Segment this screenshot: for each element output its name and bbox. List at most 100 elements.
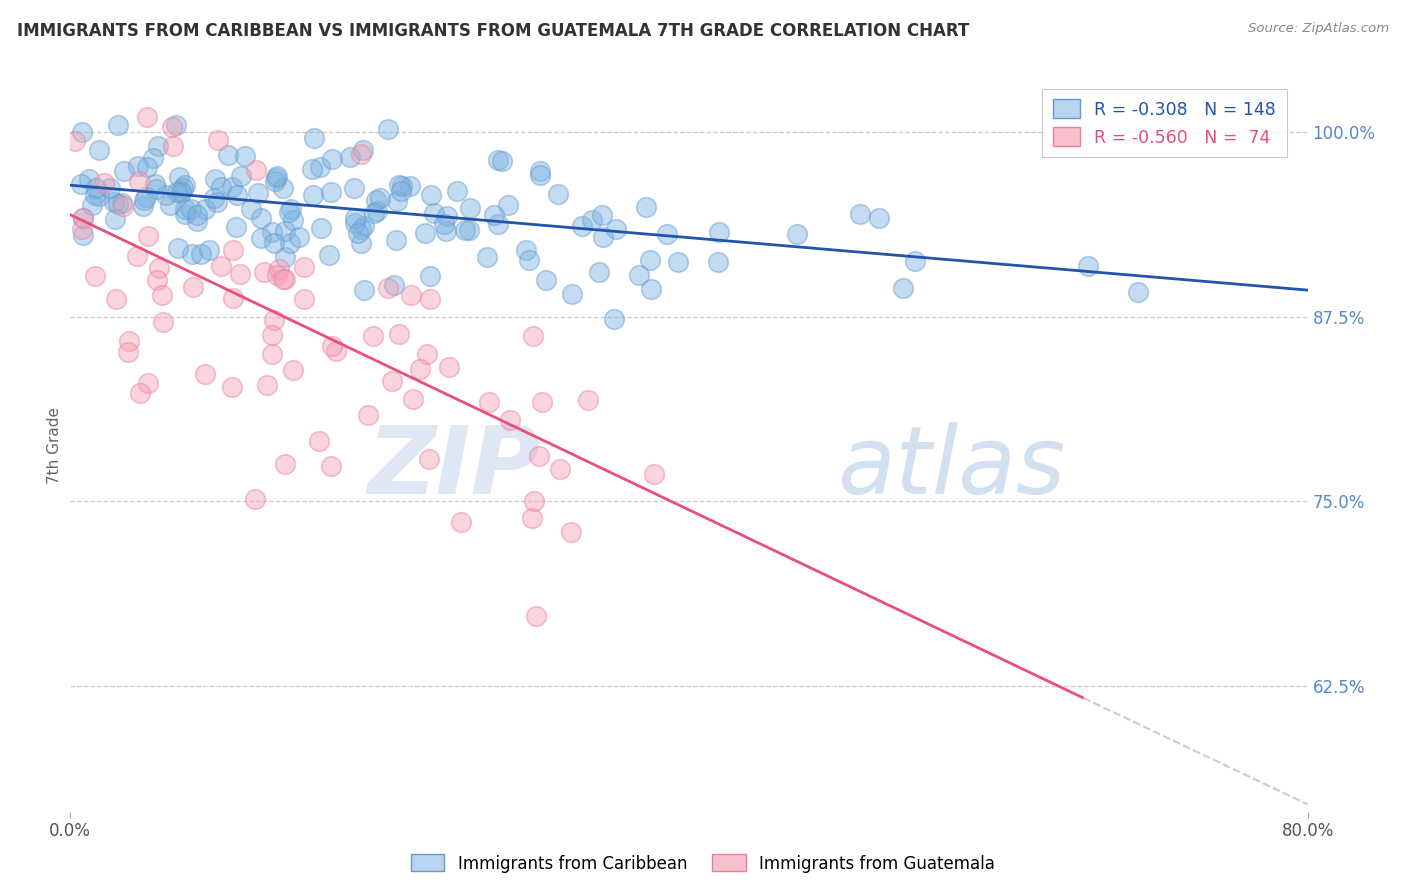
Point: [266, 169, 288, 183]
Point: [145, 182, 167, 196]
Point: [233, 149, 256, 163]
Point: [72, 125, 94, 139]
Point: [666, 254, 689, 268]
Point: [550, 462, 572, 476]
Point: [325, 344, 347, 359]
Point: [786, 227, 808, 241]
Point: [409, 362, 432, 376]
Point: [245, 162, 267, 177]
Point: [72, 211, 94, 225]
Point: [260, 225, 283, 239]
Point: [148, 138, 170, 153]
Point: [240, 202, 263, 216]
Point: [547, 186, 569, 201]
Point: [292, 292, 315, 306]
Point: [263, 312, 285, 326]
Text: ZIP: ZIP: [367, 422, 540, 514]
Point: [142, 152, 165, 166]
Point: [576, 392, 599, 407]
Point: [186, 214, 208, 228]
Point: [152, 315, 174, 329]
Point: [353, 284, 375, 298]
Point: [436, 209, 458, 223]
Point: [132, 199, 155, 213]
Point: [627, 268, 650, 283]
Point: [231, 169, 253, 183]
Point: [221, 179, 243, 194]
Point: [209, 259, 232, 273]
Point: [143, 178, 166, 192]
Point: [136, 110, 159, 124]
Point: [70, 177, 93, 191]
Point: [319, 185, 342, 199]
Point: [217, 147, 239, 161]
Point: [486, 153, 509, 168]
Point: [529, 163, 551, 178]
Point: [207, 133, 229, 147]
Point: [150, 288, 173, 302]
Point: [346, 226, 368, 240]
Point: [292, 260, 315, 275]
Point: [105, 293, 128, 307]
Point: [148, 261, 170, 276]
Point: [308, 434, 330, 448]
Point: [266, 268, 288, 283]
Point: [221, 291, 243, 305]
Point: [247, 186, 270, 200]
Point: [112, 198, 135, 212]
Point: [266, 171, 288, 186]
Point: [260, 347, 283, 361]
Point: [377, 121, 399, 136]
Point: [229, 267, 252, 281]
Point: [363, 206, 385, 220]
Point: [72, 228, 94, 243]
Point: [321, 338, 343, 352]
Point: [357, 408, 380, 422]
Point: [135, 190, 157, 204]
Point: [524, 608, 547, 623]
Point: [205, 195, 228, 210]
Point: [415, 226, 437, 240]
Point: [162, 139, 184, 153]
Point: [180, 202, 202, 217]
Point: [283, 212, 305, 227]
Point: [529, 449, 551, 463]
Point: [117, 344, 139, 359]
Point: [382, 277, 405, 292]
Point: [381, 374, 404, 388]
Point: [269, 261, 291, 276]
Text: atlas: atlas: [838, 423, 1066, 514]
Point: [529, 168, 551, 182]
Point: [138, 376, 160, 390]
Point: [209, 180, 232, 194]
Point: [1077, 259, 1099, 273]
Point: [167, 169, 190, 184]
Point: [657, 227, 679, 242]
Point: [605, 221, 627, 235]
Point: [277, 205, 299, 219]
Point: [287, 230, 309, 244]
Point: [280, 202, 302, 216]
Point: [128, 174, 150, 188]
Point: [83, 187, 105, 202]
Point: [391, 179, 413, 194]
Point: [155, 188, 177, 202]
Point: [517, 253, 540, 268]
Text: IMMIGRANTS FROM CARIBBEAN VS IMMIGRANTS FROM GUATEMALA 7TH GRADE CORRELATION CHA: IMMIGRANTS FROM CARIBBEAN VS IMMIGRANTS …: [17, 22, 969, 40]
Point: [385, 234, 408, 248]
Point: [561, 287, 583, 301]
Legend: Immigrants from Caribbean, Immigrants from Guatemala: Immigrants from Caribbean, Immigrants fr…: [405, 847, 1001, 880]
Point: [274, 272, 297, 286]
Point: [180, 247, 202, 261]
Point: [112, 164, 135, 178]
Point: [103, 195, 125, 210]
Point: [107, 196, 129, 211]
Point: [349, 146, 371, 161]
Point: [491, 153, 513, 168]
Point: [869, 211, 891, 226]
Point: [366, 194, 388, 208]
Point: [591, 208, 613, 222]
Point: [581, 213, 603, 227]
Point: [301, 162, 323, 177]
Point: [636, 200, 658, 214]
